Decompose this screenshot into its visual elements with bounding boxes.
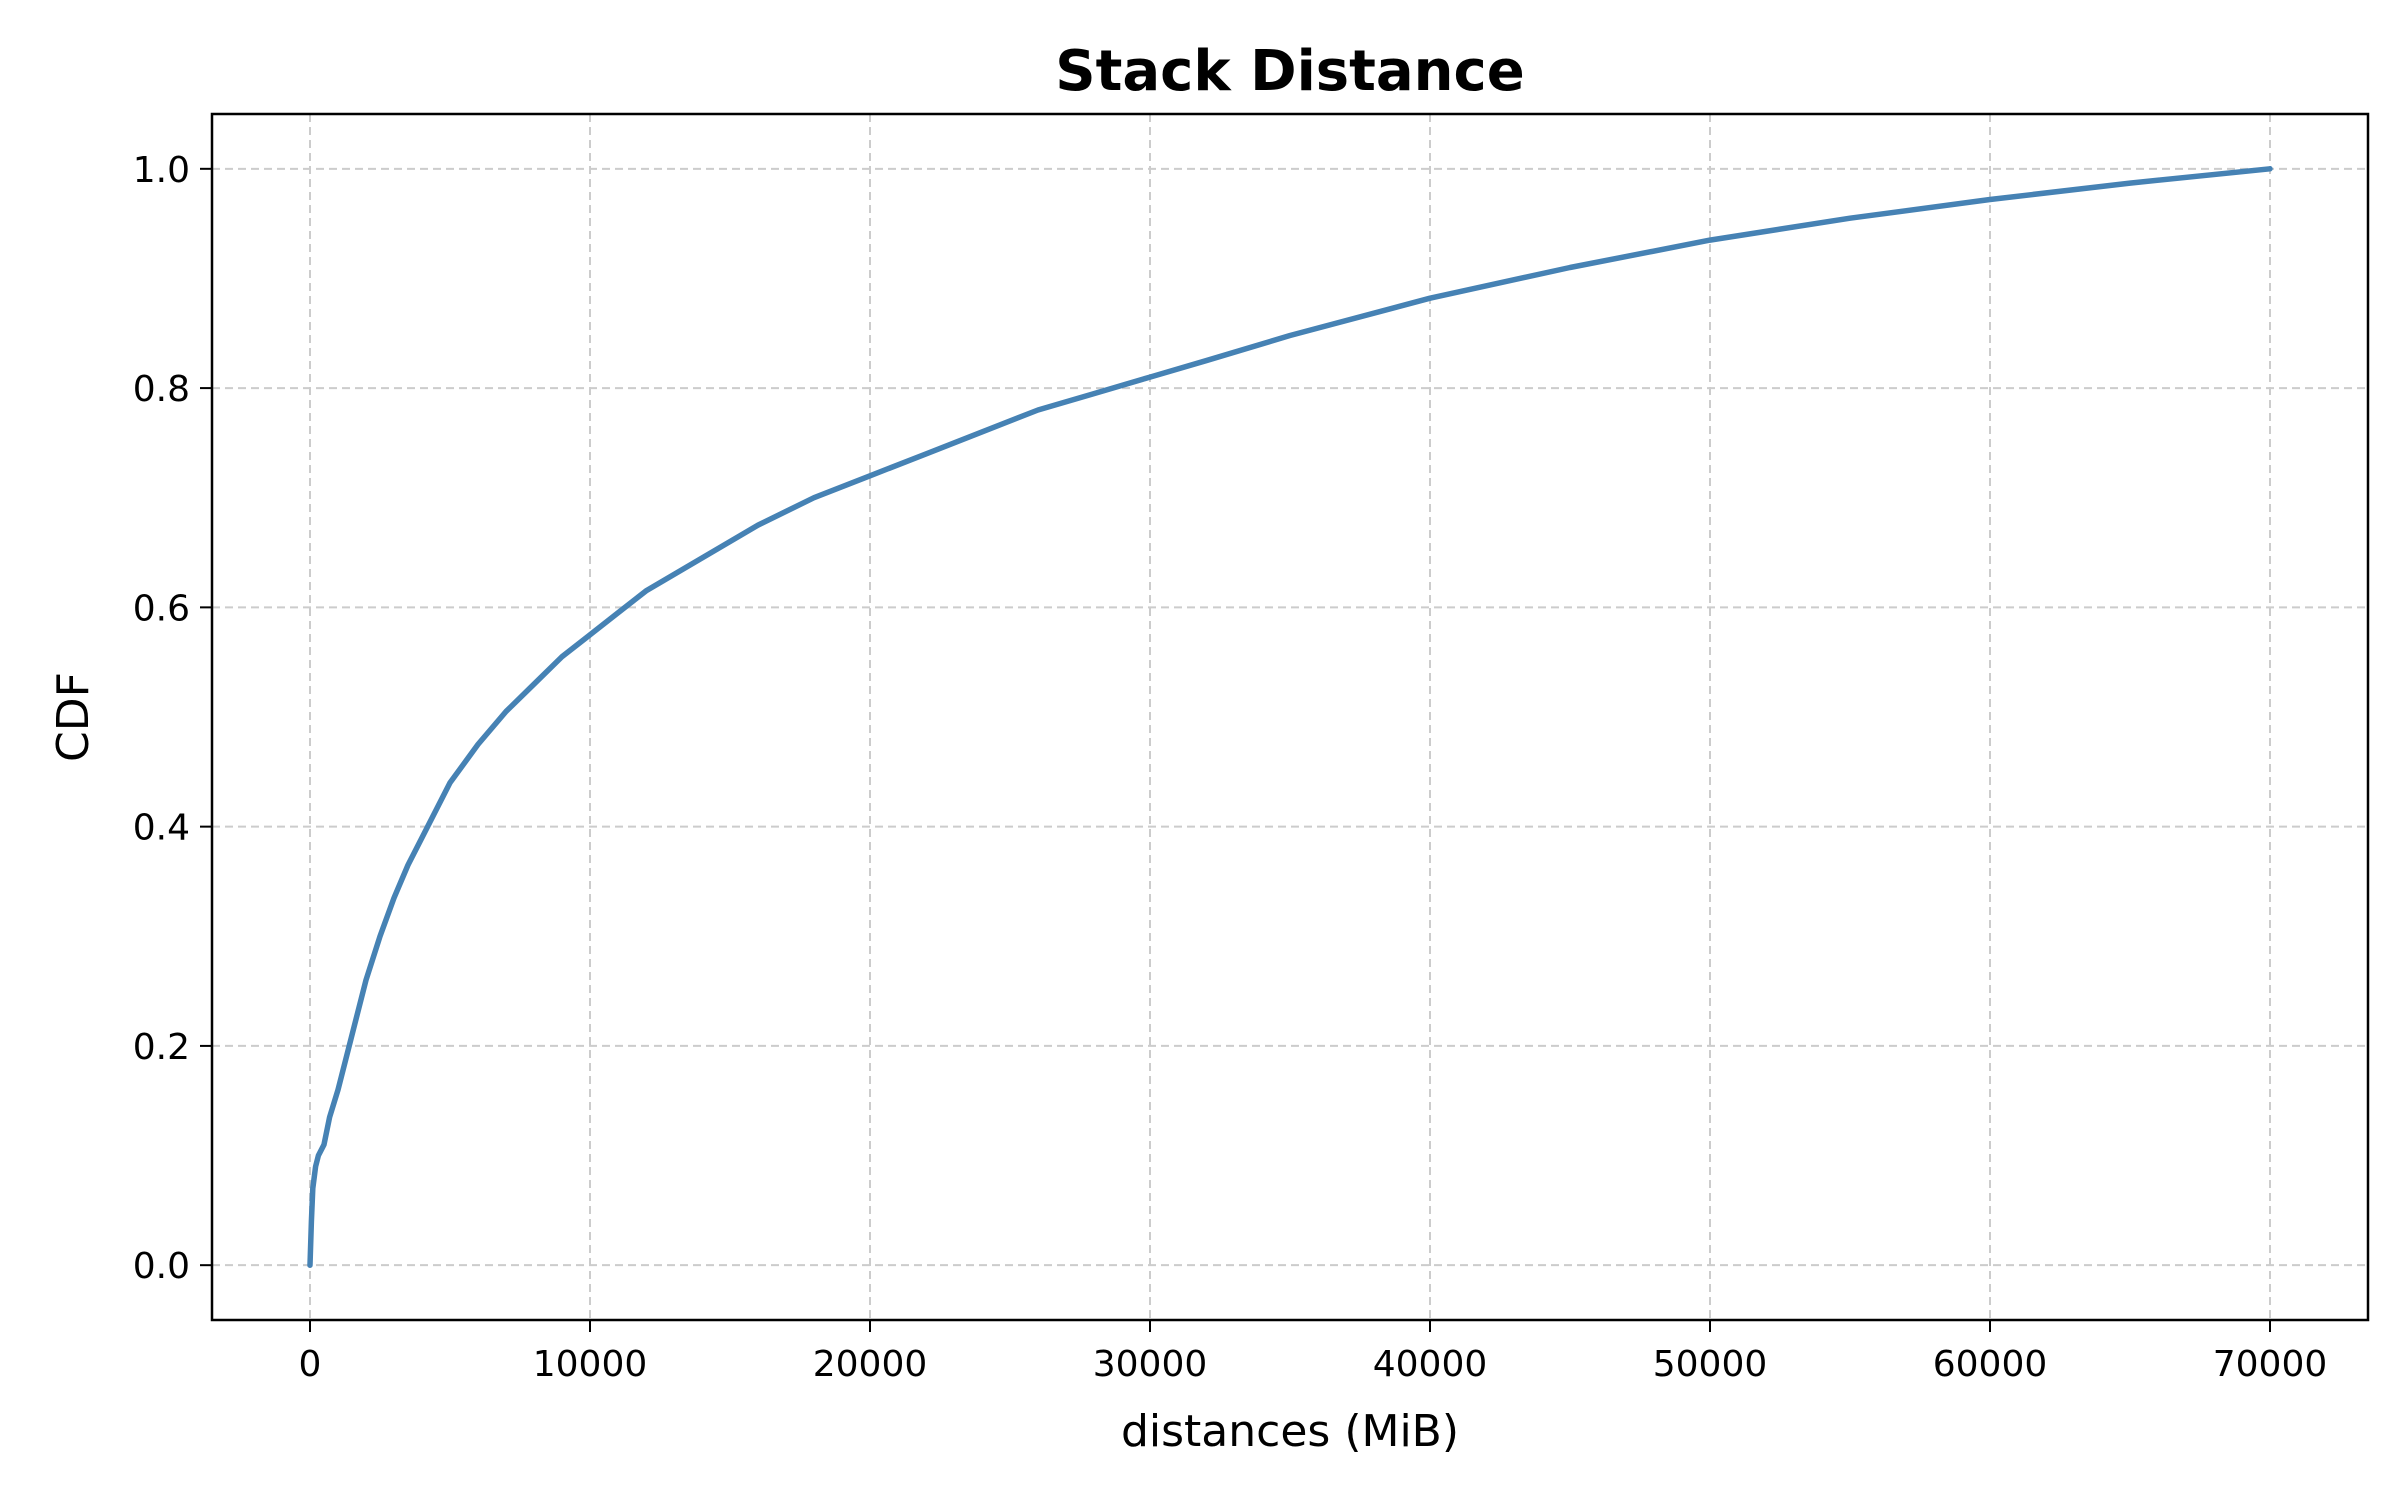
cdf-series-line [307,166,2273,1268]
series-layer [307,166,2273,1268]
y-axis-label: CDF [48,672,99,762]
x-tick-label: 50000 [1653,1344,1768,1385]
x-axis-label: distances (MiB) [1121,1406,1459,1457]
chart-title: Stack Distance [1055,39,1524,104]
y-tick-label: 0.0 [133,1246,190,1287]
ticks-layer: 0 10000 20000 30000 40000 50000 60000 70000 0.0 0… [133,150,2328,1385]
y-tick-label: 0.8 [133,369,190,410]
x-tick-label: 60000 [1933,1344,2048,1385]
x-tick-label: 0 [299,1344,322,1385]
y-tick-label: 1.0 [133,150,190,191]
x-tick-label: 70000 [2213,1344,2328,1385]
y-tick-label: 0.6 [133,588,190,629]
x-tick-label: 10000 [533,1344,648,1385]
grid-layer [212,114,2368,1320]
y-tick-label: 0.2 [133,1027,190,1068]
y-tick-label: 0.4 [133,808,190,849]
x-tick-label: 30000 [1093,1344,1208,1385]
x-tick-label: 20000 [813,1344,928,1385]
x-tick-label: 40000 [1373,1344,1488,1385]
plot-frame [210,112,2370,1322]
